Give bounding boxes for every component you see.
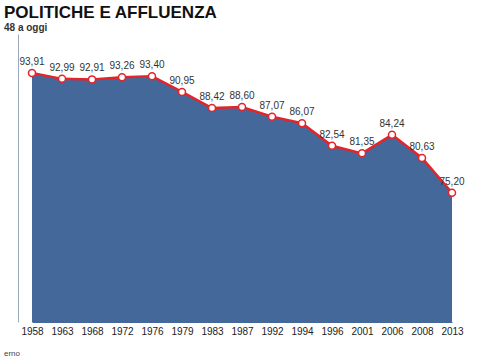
marker bbox=[449, 189, 456, 196]
data-label: 93,40 bbox=[139, 59, 164, 70]
x-tick: 1976 bbox=[141, 322, 164, 337]
data-label: 93,26 bbox=[109, 60, 134, 71]
x-tick: 1963 bbox=[51, 322, 74, 337]
x-axis: 1958 1963 1968 1972 1976 1979 1983 1987 1992 1994… bbox=[21, 322, 464, 337]
x-tick: 1987 bbox=[231, 322, 254, 337]
x-tick-label: 1976 bbox=[141, 326, 164, 337]
marker bbox=[269, 113, 276, 120]
x-tick-label: 1996 bbox=[321, 326, 344, 337]
data-label: 90,95 bbox=[169, 75, 194, 86]
data-label: 84,24 bbox=[379, 118, 404, 129]
x-tick: 1994 bbox=[291, 322, 314, 337]
data-label: 80,63 bbox=[409, 141, 434, 152]
x-tick: 1968 bbox=[81, 322, 104, 337]
marker bbox=[299, 120, 306, 127]
marker bbox=[149, 73, 156, 80]
x-tick-label: 1979 bbox=[171, 326, 194, 337]
marker bbox=[29, 69, 36, 76]
title: POLITICHE E AFFLUENZA bbox=[4, 3, 217, 22]
x-tick-label: 1963 bbox=[51, 326, 74, 337]
marker bbox=[59, 75, 66, 82]
area bbox=[32, 73, 452, 322]
data-label: 93,91 bbox=[19, 56, 44, 67]
x-tick: 1983 bbox=[201, 322, 224, 337]
marker bbox=[329, 142, 336, 149]
x-tick-label: 1983 bbox=[201, 326, 224, 337]
x-tick-label: 2008 bbox=[411, 326, 434, 337]
x-tick-label: 2006 bbox=[381, 326, 404, 337]
x-tick-label: 2013 bbox=[441, 326, 464, 337]
x-tick: 2001 bbox=[351, 322, 374, 337]
line bbox=[32, 73, 452, 193]
data-label: 92,91 bbox=[79, 62, 104, 73]
marker bbox=[179, 88, 186, 95]
x-tick: 1992 bbox=[261, 322, 284, 337]
marker bbox=[389, 131, 396, 138]
x-tick-label: 1992 bbox=[261, 326, 284, 337]
data-label: 88,60 bbox=[229, 90, 254, 101]
y-axis bbox=[18, 35, 19, 323]
x-tick: 1958 bbox=[21, 322, 44, 337]
marker bbox=[359, 150, 366, 157]
source: erno bbox=[4, 349, 21, 358]
data-label: 92,99 bbox=[49, 62, 74, 73]
data-label: 75,20 bbox=[439, 176, 464, 187]
marker bbox=[419, 154, 426, 161]
x-tick-label: 1968 bbox=[81, 326, 104, 337]
subtitle: 48 a oggi bbox=[4, 22, 48, 33]
axis-line bbox=[33, 322, 453, 323]
x-tick-label: 1958 bbox=[21, 326, 44, 337]
x-tick: 2006 bbox=[381, 322, 404, 337]
x-tick-label: 1994 bbox=[291, 326, 314, 337]
data-label: 82,54 bbox=[319, 129, 344, 140]
axis-line bbox=[18, 35, 19, 323]
marker bbox=[239, 103, 246, 110]
data-label: 86,07 bbox=[289, 106, 314, 117]
x-tick-label: 2001 bbox=[351, 326, 374, 337]
x-tick: 2008 bbox=[411, 322, 434, 337]
data-label: 88,42 bbox=[199, 91, 224, 102]
plot-area bbox=[29, 69, 456, 322]
x-tick: 1996 bbox=[321, 322, 344, 337]
x-tick-label: 1972 bbox=[111, 326, 134, 337]
marker bbox=[119, 74, 126, 81]
x-tick: 1972 bbox=[111, 322, 134, 337]
marker bbox=[209, 105, 216, 112]
chart: 1958 1963 1968 1972 1976 1979 1983 1987 1992 1994… bbox=[0, 0, 480, 360]
marker bbox=[89, 76, 96, 83]
x-tick-label: 1987 bbox=[231, 326, 254, 337]
x-tick: 1979 bbox=[171, 322, 194, 337]
data-labels: 93,91 92,99 92,91 93,26 93,40 90,95 88,42 88,60… bbox=[19, 56, 464, 187]
data-label: 81,35 bbox=[349, 136, 374, 147]
x-tick: 2013 bbox=[441, 322, 464, 337]
data-label: 87,07 bbox=[259, 100, 284, 111]
